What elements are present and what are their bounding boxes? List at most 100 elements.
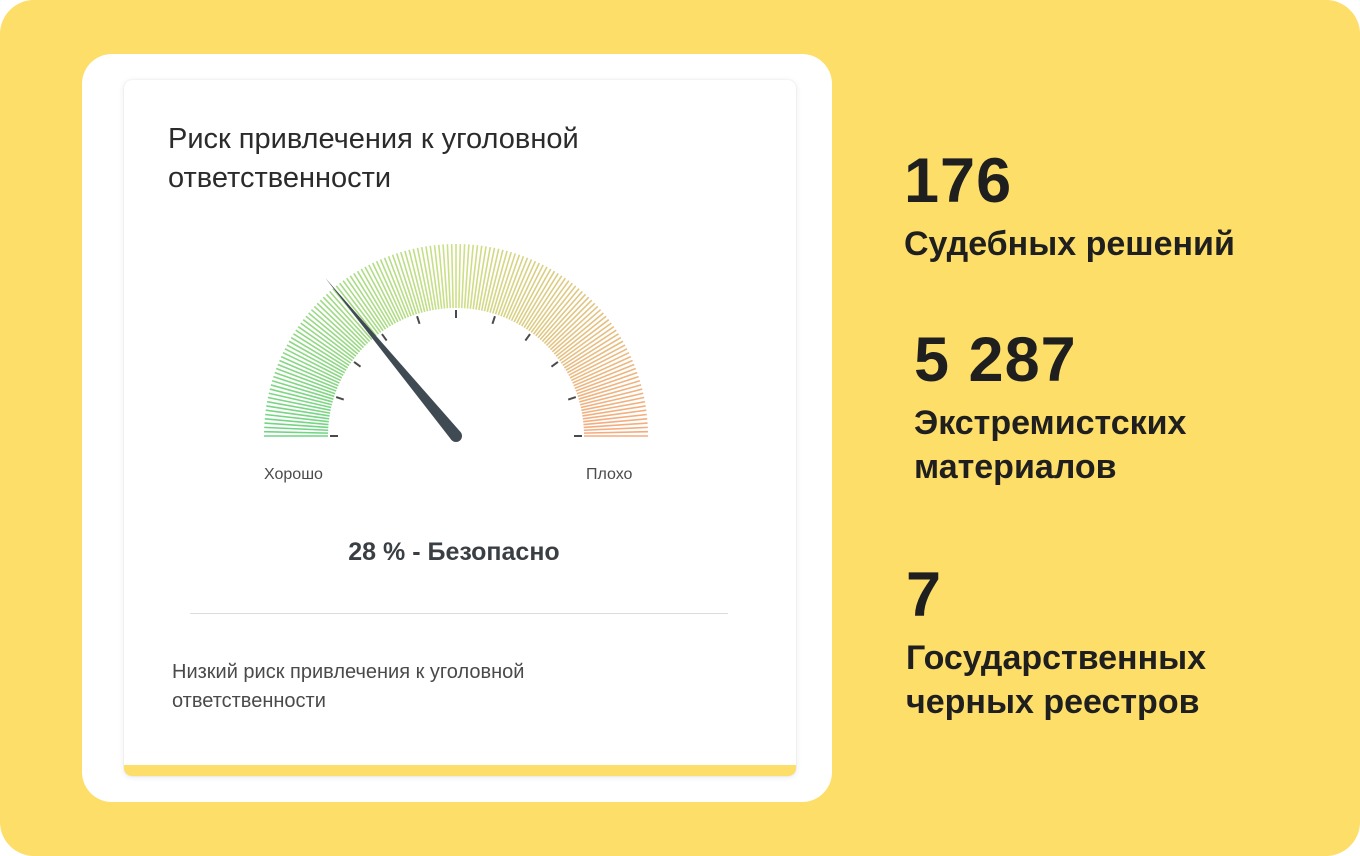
gauge-ray	[541, 293, 587, 343]
gauge-ray	[329, 290, 373, 341]
gauge-ray	[573, 359, 633, 387]
gauge-ray	[295, 329, 350, 367]
gauge-ray	[319, 299, 367, 347]
risk-card: Риск привлечения к уголовной ответственн…	[124, 80, 796, 776]
gauge-ray	[579, 388, 643, 406]
card-title: Риск привлечения к уголовной ответственн…	[168, 123, 579, 194]
gauge-ray	[308, 312, 359, 355]
gauge-ray	[293, 333, 349, 369]
gauge-ray	[450, 244, 454, 309]
gauge-ray	[458, 244, 462, 309]
gauge-ray	[492, 251, 512, 314]
gauge-ray	[553, 312, 604, 355]
gauge-ray	[353, 273, 389, 329]
gauge-ray	[286, 344, 344, 377]
gauge-ray	[528, 277, 566, 332]
stat-number: 7	[906, 560, 943, 630]
gauge-ray	[274, 371, 336, 395]
gauge-ray	[572, 355, 632, 384]
gauge-ray	[420, 246, 434, 311]
gauge-ray	[469, 245, 479, 309]
gauge-ray	[267, 396, 331, 412]
gauge-ray	[535, 285, 577, 337]
gauge-ray	[565, 336, 622, 372]
gauge-ray	[268, 392, 332, 409]
gauge-ray	[557, 319, 610, 360]
gauge-ray	[555, 315, 607, 357]
gauge-ray	[408, 249, 426, 313]
gauge-ray	[364, 266, 397, 324]
gauge-ray	[581, 400, 646, 414]
gauge-ray	[515, 266, 548, 324]
gauge-ray	[523, 273, 559, 329]
gauge-ray	[279, 359, 339, 387]
gauge-ray	[532, 282, 573, 335]
gauge-ray	[551, 309, 602, 353]
gauge-tick	[550, 361, 559, 368]
gauge-ray	[310, 309, 361, 353]
stat-label: Экстремистских материалов	[914, 404, 1187, 486]
gauge-ray	[505, 259, 533, 319]
gauge-ray	[472, 245, 483, 310]
gauge-ray	[273, 375, 335, 398]
gauge-value-text: 28 % - Безопасно	[348, 538, 560, 566]
gauge-ray	[266, 405, 330, 417]
gauge-ray	[508, 260, 537, 320]
gauge-ray	[305, 315, 357, 357]
gauge-ray	[513, 264, 544, 323]
gauge-ray	[282, 351, 342, 382]
gauge-ray	[520, 270, 556, 327]
gauge-label-good: Хорошо	[264, 466, 323, 483]
gauge-ray	[480, 247, 496, 311]
gauge-ray	[580, 392, 644, 409]
gauge-ray	[494, 253, 517, 315]
gauge-ray	[325, 293, 371, 343]
gauge-label-bad: Плохо	[586, 466, 633, 483]
gauge-ray	[368, 264, 399, 323]
gauge-ray	[284, 348, 343, 379]
stat-label: Судебных решений	[904, 225, 1235, 263]
gauge-ray	[383, 257, 410, 318]
gauge-ray	[302, 319, 355, 360]
gauge-needle-pointer	[325, 278, 461, 440]
gauge-ray	[356, 270, 392, 327]
gauge-ray	[466, 244, 475, 309]
gauge-ray	[335, 285, 377, 337]
gauge-ray	[525, 275, 563, 330]
gauge-ray	[583, 426, 648, 432]
gauge-scale-rays	[264, 244, 648, 437]
gauge-ray	[342, 280, 382, 333]
gauge-ray	[442, 244, 449, 309]
gauge-ray	[271, 380, 334, 400]
stat-number: 176	[904, 146, 1013, 216]
gauge-ray	[316, 302, 365, 349]
gauge-ray	[563, 333, 619, 369]
gauge-ray	[559, 322, 612, 362]
gauge-ray	[265, 413, 329, 423]
gauge-ray	[568, 344, 626, 377]
gauge-ray	[570, 351, 630, 382]
risk-gauge	[264, 244, 648, 442]
gauge-ray	[360, 268, 394, 326]
gauge-ray	[375, 260, 404, 320]
gauge-ray	[412, 248, 429, 312]
gauge-ray	[502, 257, 529, 318]
gauge-ray	[346, 277, 384, 332]
gauge-ray	[583, 430, 648, 434]
gauge-ray	[583, 422, 648, 429]
gauge-ray	[400, 251, 420, 314]
gauge-ray	[497, 254, 521, 316]
gauge-ray	[433, 245, 443, 309]
gauge-needle-hub	[450, 430, 462, 442]
stat-number: 5 287	[914, 325, 1077, 395]
gauge-ray	[578, 380, 641, 400]
gauge-ray	[290, 336, 347, 372]
gauge-ray	[429, 245, 440, 310]
gauge-ray	[269, 388, 333, 406]
gauge-tick	[416, 315, 421, 325]
gauge-ray	[583, 417, 648, 426]
gauge-needle	[325, 278, 462, 442]
gauge-ray	[387, 255, 412, 317]
stat-state-blacklists: 7 Государственных черных реестров	[906, 562, 1286, 724]
gauge-ray	[537, 288, 580, 339]
